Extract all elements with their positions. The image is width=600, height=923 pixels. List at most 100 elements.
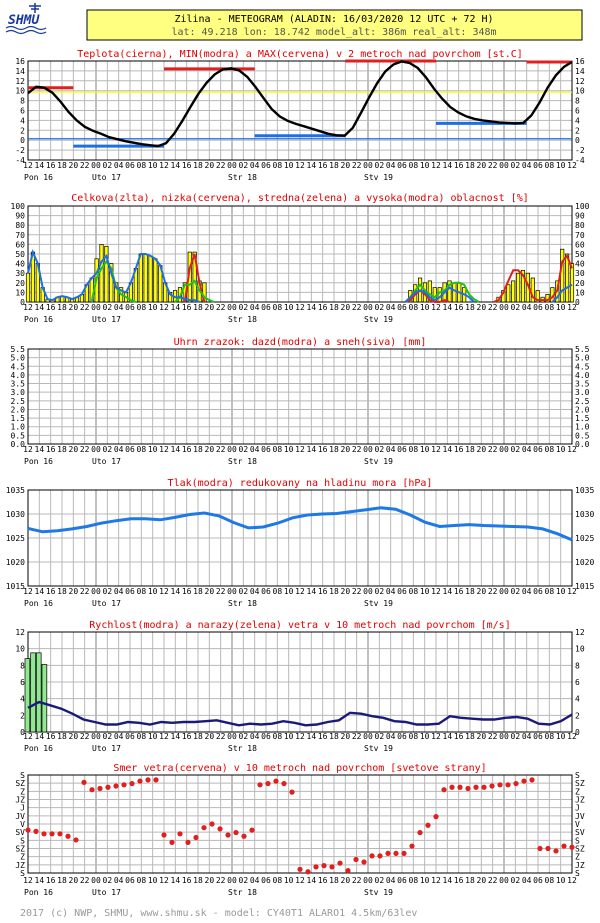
temperature-line: [27, 60, 573, 148]
wind-direction-point: [361, 859, 367, 865]
temperature-xtick: 08: [409, 161, 419, 170]
wind-xtick: 08: [545, 732, 555, 741]
cloud-xtick: 08: [409, 303, 419, 312]
precip-xtick: 00: [363, 445, 373, 454]
precip-xtick: 16: [318, 445, 328, 454]
cloud-xtick: 22: [352, 303, 362, 312]
wind-direction-point: [305, 869, 311, 875]
wind-ytick-left: 4: [20, 695, 25, 704]
precip-ytick-right: 3.0: [575, 388, 590, 397]
temperature-ytick-right: 10: [575, 87, 585, 96]
footer: 2017 (c) NWP, SHMU, www.shmu.sk - model:…: [20, 908, 417, 919]
temperature-title: Teplota(cierna), MIN(modra) a MAX(cerven…: [77, 49, 523, 60]
temperature-xtick: 20: [477, 161, 487, 170]
cloud-ytick-left: 20: [15, 279, 25, 288]
cloud-xtick: 06: [533, 303, 543, 312]
direction-frame: [27, 774, 573, 874]
temperature-xtick: 10: [420, 161, 430, 170]
precip-panel: Uhrn zrazok: dazd(modra) a sneh(siva) [m…: [11, 337, 590, 466]
temperature-xtick: 10: [148, 161, 158, 170]
cloud-xtick: 16: [46, 303, 56, 312]
temperature-ytick-left: 10: [15, 87, 25, 96]
cloud-ytick-right: 0: [575, 298, 580, 307]
precip-ytick-right: 5.5: [575, 345, 590, 354]
wind-direction-point: [257, 782, 263, 788]
pressure-xtick: 12: [159, 587, 169, 596]
cloud-xtick: 18: [57, 303, 67, 312]
wind-direction-point: [265, 780, 271, 787]
cloud-total-bar: [535, 290, 540, 303]
direction-ytick-left: Z: [20, 853, 25, 862]
cloud-total-bar: [565, 253, 570, 303]
temperature-day-label: Uto 17: [92, 173, 121, 182]
wind-xtick: 12: [23, 732, 33, 741]
wind-direction-point: [145, 777, 151, 783]
wind-xtick: 16: [318, 732, 328, 741]
precip-ytick-right: 4.5: [575, 362, 590, 371]
direction-ytick-right: JZ: [575, 796, 585, 805]
precip-frame: [27, 348, 573, 445]
precip-ytick-left: 1.5: [11, 414, 26, 423]
wind-ytick-right: 10: [575, 645, 585, 654]
pressure-xtick: 16: [182, 587, 192, 596]
pressure-xtick: 10: [420, 587, 430, 596]
wind-direction-point: [409, 843, 415, 849]
temperature-xtick: 04: [522, 161, 532, 170]
direction-xtick: 14: [307, 876, 317, 885]
pressure-xtick: 04: [250, 587, 260, 596]
wind-direction-point: [241, 833, 247, 839]
cloud-total-bar: [114, 282, 119, 303]
cloud-xtick: 04: [522, 303, 532, 312]
wind-direction-point: [489, 783, 495, 789]
precip-ytick-right: 0.5: [575, 431, 590, 440]
temperature-xtick: 14: [35, 161, 45, 170]
pressure-ytick-right: 1035: [575, 486, 594, 495]
pressure-xtick: 16: [46, 587, 56, 596]
cloud-xtick: 12: [23, 303, 33, 312]
temperature-xtick: 20: [205, 161, 215, 170]
wind-direction-point: [337, 860, 343, 866]
wind-xtick: 08: [273, 732, 283, 741]
direction-ytick-right: JZ: [575, 861, 585, 870]
wind-xtick: 18: [193, 732, 203, 741]
pressure-ytick-left: 1025: [6, 534, 25, 543]
cloud-ytick-left: 30: [15, 269, 25, 278]
direction-ytick-left: SZ: [15, 845, 25, 854]
cloud-ytick-left: 70: [15, 231, 25, 240]
direction-xtick: 08: [137, 876, 147, 885]
logo-waves-icon: [5, 25, 47, 35]
precip-xtick: 04: [250, 445, 260, 454]
temperature-xtick: 20: [69, 161, 79, 170]
temperature-xtick: 22: [80, 161, 90, 170]
temperature-xtick: 06: [533, 161, 543, 170]
precip-xtick: 00: [227, 445, 237, 454]
wind-direction-point: [137, 778, 143, 784]
wind-direction-point: [441, 787, 447, 793]
cloud-total-bar: [506, 284, 511, 303]
temperature-xtick: 06: [125, 161, 135, 170]
pressure-xtick: 10: [148, 587, 158, 596]
wind-direction-point: [481, 784, 487, 790]
precip-ytick-left: 0.0: [11, 440, 26, 449]
wind-gust-bar: [41, 664, 48, 733]
wind-xtick: 00: [227, 732, 237, 741]
direction-xtick: 18: [57, 876, 67, 885]
cloud-xtick: 10: [284, 303, 294, 312]
cloud-xtick: 16: [318, 303, 328, 312]
direction-ytick-right: JV: [575, 812, 585, 821]
wind-xtick: 04: [386, 732, 396, 741]
wind-day-label: Stv 19: [364, 744, 393, 753]
precip-xtick: 20: [477, 445, 487, 454]
direction-xtick: 10: [556, 876, 566, 885]
precip-ytick-left: 3.5: [11, 380, 26, 389]
precip-xtick: 22: [352, 445, 362, 454]
wind-direction-point: [513, 780, 519, 787]
pressure-ytick-left: 1015: [6, 582, 25, 591]
cloud-xtick: 02: [103, 303, 113, 312]
pressure-xtick: 02: [103, 587, 113, 596]
direction-xtick: 12: [431, 876, 441, 885]
temperature-xtick: 06: [397, 161, 407, 170]
wind-direction-point: [89, 787, 95, 793]
temperature-ytick-left: 0: [20, 136, 25, 145]
cloud-ytick-right: 100: [575, 202, 590, 211]
